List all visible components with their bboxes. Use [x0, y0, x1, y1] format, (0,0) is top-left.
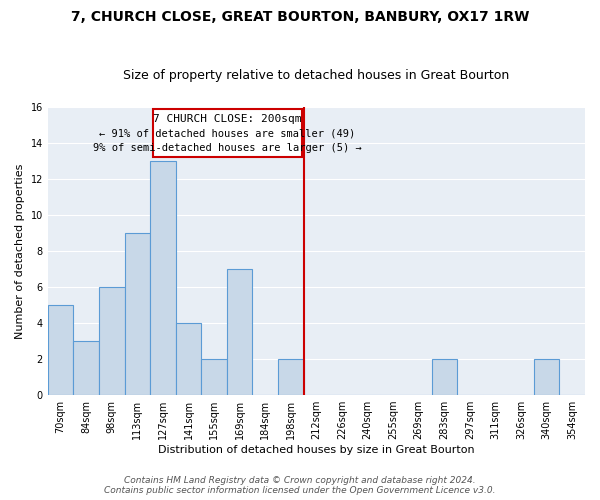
Bar — [278, 359, 304, 395]
Y-axis label: Number of detached properties: Number of detached properties — [15, 163, 25, 338]
Text: ← 91% of detached houses are smaller (49): ← 91% of detached houses are smaller (49… — [100, 128, 356, 138]
Bar — [125, 233, 150, 395]
FancyBboxPatch shape — [152, 110, 302, 157]
X-axis label: Distribution of detached houses by size in Great Bourton: Distribution of detached houses by size … — [158, 445, 475, 455]
Bar — [227, 269, 253, 395]
Text: 9% of semi-detached houses are larger (5) →: 9% of semi-detached houses are larger (5… — [93, 142, 362, 152]
Bar — [73, 341, 99, 395]
Bar — [150, 161, 176, 395]
Bar — [534, 359, 559, 395]
Bar — [176, 323, 201, 395]
Bar — [99, 287, 125, 395]
Bar — [201, 359, 227, 395]
Bar — [431, 359, 457, 395]
Title: Size of property relative to detached houses in Great Bourton: Size of property relative to detached ho… — [123, 69, 509, 82]
Text: 7 CHURCH CLOSE: 200sqm: 7 CHURCH CLOSE: 200sqm — [153, 114, 302, 124]
Text: Contains HM Land Registry data © Crown copyright and database right 2024.
Contai: Contains HM Land Registry data © Crown c… — [104, 476, 496, 495]
Bar — [48, 305, 73, 395]
Text: 7, CHURCH CLOSE, GREAT BOURTON, BANBURY, OX17 1RW: 7, CHURCH CLOSE, GREAT BOURTON, BANBURY,… — [71, 10, 529, 24]
